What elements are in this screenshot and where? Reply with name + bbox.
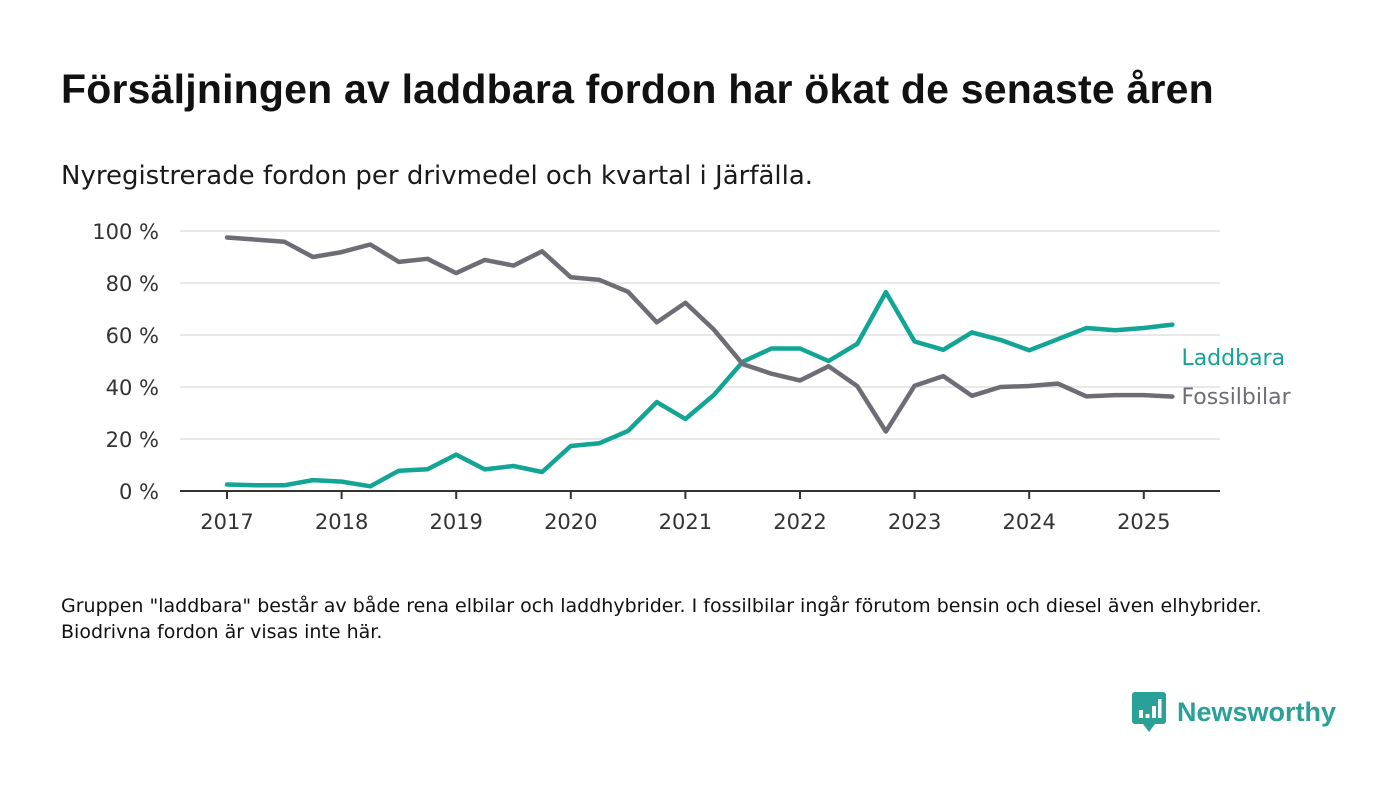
x-tick-label: 2024 xyxy=(1002,510,1055,534)
series-line-fossilbilar xyxy=(224,235,1175,434)
y-tick-label: 40 % xyxy=(106,376,159,400)
y-tick-label: 60 % xyxy=(106,324,159,348)
series-label: Laddbara xyxy=(1181,346,1285,371)
series-line-laddbara xyxy=(224,289,1175,489)
x-tick-label: 2017 xyxy=(200,510,253,534)
brand-name: Newsworthy xyxy=(1177,696,1337,727)
y-tick-label: 20 % xyxy=(106,428,159,452)
x-tick-label: 2020 xyxy=(544,510,597,534)
x-tick-label: 2019 xyxy=(429,510,482,534)
x-tick-label: 2023 xyxy=(888,510,941,534)
chart-subtitle: Nyregistrerade fordon per drivmedel och … xyxy=(61,161,814,191)
series-label: Fossilbilar xyxy=(1181,385,1291,410)
x-tick-label: 2022 xyxy=(773,510,826,534)
brand-logo[interactable]: Newsworthy xyxy=(1131,690,1336,734)
y-tick-label: 100 % xyxy=(92,220,159,244)
y-tick-label: 0 % xyxy=(119,480,159,504)
x-tick-label: 2018 xyxy=(315,510,368,534)
x-tick-label: 2025 xyxy=(1117,510,1170,534)
chart-title: Försäljningen av laddbara fordon har öka… xyxy=(61,66,1214,112)
footnote: Gruppen "laddbara" består av både rena e… xyxy=(61,595,1262,643)
bar-chart-speech-bubble-icon xyxy=(1132,692,1166,732)
y-tick-label: 80 % xyxy=(106,272,159,296)
x-tick-label: 2021 xyxy=(659,510,712,534)
